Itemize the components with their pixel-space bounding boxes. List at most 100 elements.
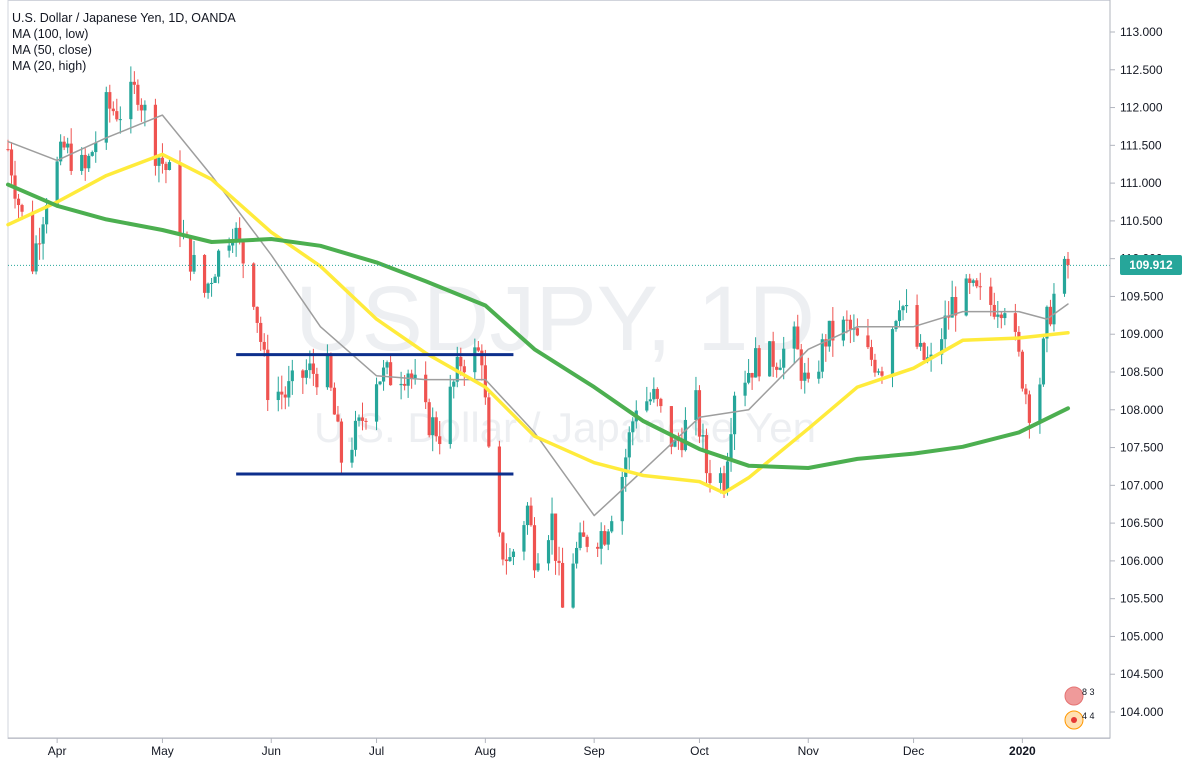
candle-body xyxy=(831,320,835,341)
candle-body xyxy=(652,388,656,400)
candle-body xyxy=(768,341,772,377)
candle-body xyxy=(940,339,944,355)
candle-body xyxy=(329,355,333,388)
candle-body xyxy=(869,347,874,360)
candle-body xyxy=(87,155,91,169)
candle-body xyxy=(311,363,315,374)
x-tick-label: May xyxy=(151,744,174,758)
legend-ma50[interactable]: MA (50, close) xyxy=(12,43,92,57)
candle-body xyxy=(62,141,66,148)
candle-body xyxy=(1020,351,1024,389)
candle-body xyxy=(381,367,386,382)
candle-body xyxy=(473,347,477,373)
candle-body xyxy=(950,297,954,318)
candle-body xyxy=(546,540,551,564)
candle-body xyxy=(578,532,582,548)
candle-body xyxy=(160,157,165,164)
candle-body xyxy=(459,356,463,367)
candle-body xyxy=(234,227,238,242)
chart-legend: U.S. Dollar / Japanese Yen, 1D, OANDA MA… xyxy=(12,10,236,74)
candle-body xyxy=(66,143,70,148)
candle-body xyxy=(553,513,558,561)
candle-body xyxy=(1038,384,1042,423)
candle-body xyxy=(20,205,24,212)
candle-body xyxy=(325,355,330,388)
candle-body xyxy=(550,513,554,541)
candle-body xyxy=(45,205,49,225)
x-tick-label: Jun xyxy=(262,744,281,758)
candle-body xyxy=(378,381,382,385)
candle-body xyxy=(213,276,217,283)
candle-body xyxy=(596,546,600,549)
candle-body xyxy=(1062,258,1067,294)
x-tick-label: Apr xyxy=(48,744,67,758)
ma50-close-line xyxy=(6,152,1070,495)
candle-body xyxy=(1017,331,1021,352)
candle-body xyxy=(290,370,294,382)
y-tick-label: 108.500 xyxy=(1120,365,1164,379)
candle-body xyxy=(525,505,530,526)
candle-body xyxy=(536,563,540,571)
legend-ma100[interactable]: MA (100, low) xyxy=(12,27,89,41)
legend-ma20[interactable]: MA (20, high) xyxy=(12,59,87,73)
candle-body xyxy=(266,349,270,401)
candle-body xyxy=(374,384,379,422)
candle-body xyxy=(645,401,649,411)
candle-body xyxy=(585,536,589,547)
candle-body xyxy=(975,280,979,287)
candle-body xyxy=(732,395,737,435)
candle-body xyxy=(111,108,115,112)
candle-body xyxy=(683,419,688,451)
candle-body xyxy=(922,342,926,360)
y-tick-label: 113.000 xyxy=(1120,25,1163,39)
candle-body xyxy=(255,306,259,323)
events-badge[interactable] xyxy=(1060,684,1104,736)
candle-body xyxy=(1066,258,1070,266)
candle-body xyxy=(406,373,410,386)
candle-body xyxy=(729,434,733,462)
candle-body xyxy=(1003,313,1007,319)
y-tick-label: 105.000 xyxy=(1120,629,1164,643)
candle-body xyxy=(855,328,860,336)
candle-body xyxy=(582,532,586,537)
candle-body xyxy=(188,237,193,272)
candle-body xyxy=(104,92,108,143)
candle-body xyxy=(610,521,614,532)
y-tick-label: 108.000 xyxy=(1120,403,1164,417)
candle-body xyxy=(37,243,42,245)
candle-body xyxy=(511,551,516,558)
candle-body xyxy=(627,432,631,458)
last-price-label: 109.912 xyxy=(1120,255,1182,276)
candle-body xyxy=(438,436,442,445)
ma100-low-line xyxy=(6,182,1070,470)
candle-body xyxy=(424,374,428,403)
horizontal-levels xyxy=(236,353,514,476)
candle-body xyxy=(336,414,340,422)
candles xyxy=(6,66,1070,609)
candle-body xyxy=(108,92,112,109)
candle-body xyxy=(841,319,845,341)
candle-body xyxy=(571,563,575,608)
candle-body xyxy=(431,417,435,436)
candle-body xyxy=(364,420,368,422)
candle-body xyxy=(968,278,972,283)
candle-body xyxy=(964,278,968,316)
candle-body xyxy=(792,326,796,349)
candle-body xyxy=(434,417,438,437)
candle-body xyxy=(80,154,84,171)
x-tick-label: Oct xyxy=(690,744,709,758)
candle-body xyxy=(283,394,287,398)
x-tick-label: 2020 xyxy=(1009,744,1036,758)
candle-body xyxy=(304,370,308,378)
candle-body xyxy=(873,359,877,373)
candle-body xyxy=(287,381,291,398)
candle-body xyxy=(280,391,284,395)
y-tick-label: 104.000 xyxy=(1120,705,1164,719)
candle-body xyxy=(901,306,905,311)
candle-body xyxy=(806,372,810,379)
y-tick-label: 109.500 xyxy=(1120,289,1164,303)
candle-body xyxy=(704,435,709,474)
candle-body xyxy=(820,339,824,372)
